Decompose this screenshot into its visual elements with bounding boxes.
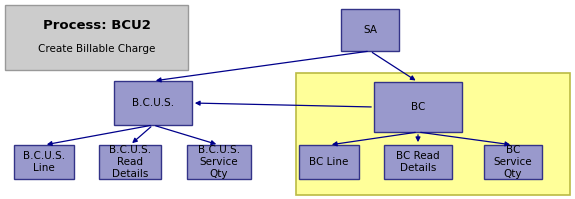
Bar [187, 145, 251, 179]
Bar [341, 9, 399, 51]
Bar [114, 81, 192, 125]
Text: B.C.U.S.: B.C.U.S. [132, 98, 174, 108]
Text: B.C.U.S.
Read
Details: B.C.U.S. Read Details [109, 145, 151, 179]
Bar [296, 73, 570, 195]
Bar [99, 145, 161, 179]
Text: BC Line: BC Line [309, 157, 348, 167]
Text: BC
Service
Qty: BC Service Qty [494, 145, 532, 179]
Text: BC: BC [411, 102, 425, 112]
Text: SA: SA [363, 25, 377, 35]
Text: Process: BCU2: Process: BCU2 [43, 19, 151, 32]
Bar [299, 145, 359, 179]
Bar [5, 5, 188, 70]
Text: BC Read
Details: BC Read Details [396, 151, 440, 173]
Bar [374, 82, 462, 132]
Bar [14, 145, 74, 179]
Text: B.C.U.S.
Line: B.C.U.S. Line [23, 151, 65, 173]
Bar [384, 145, 452, 179]
Bar [484, 145, 542, 179]
Text: B.C.U.S.
Service
Qty: B.C.U.S. Service Qty [198, 145, 240, 179]
Text: Create Billable Charge: Create Billable Charge [38, 44, 155, 54]
